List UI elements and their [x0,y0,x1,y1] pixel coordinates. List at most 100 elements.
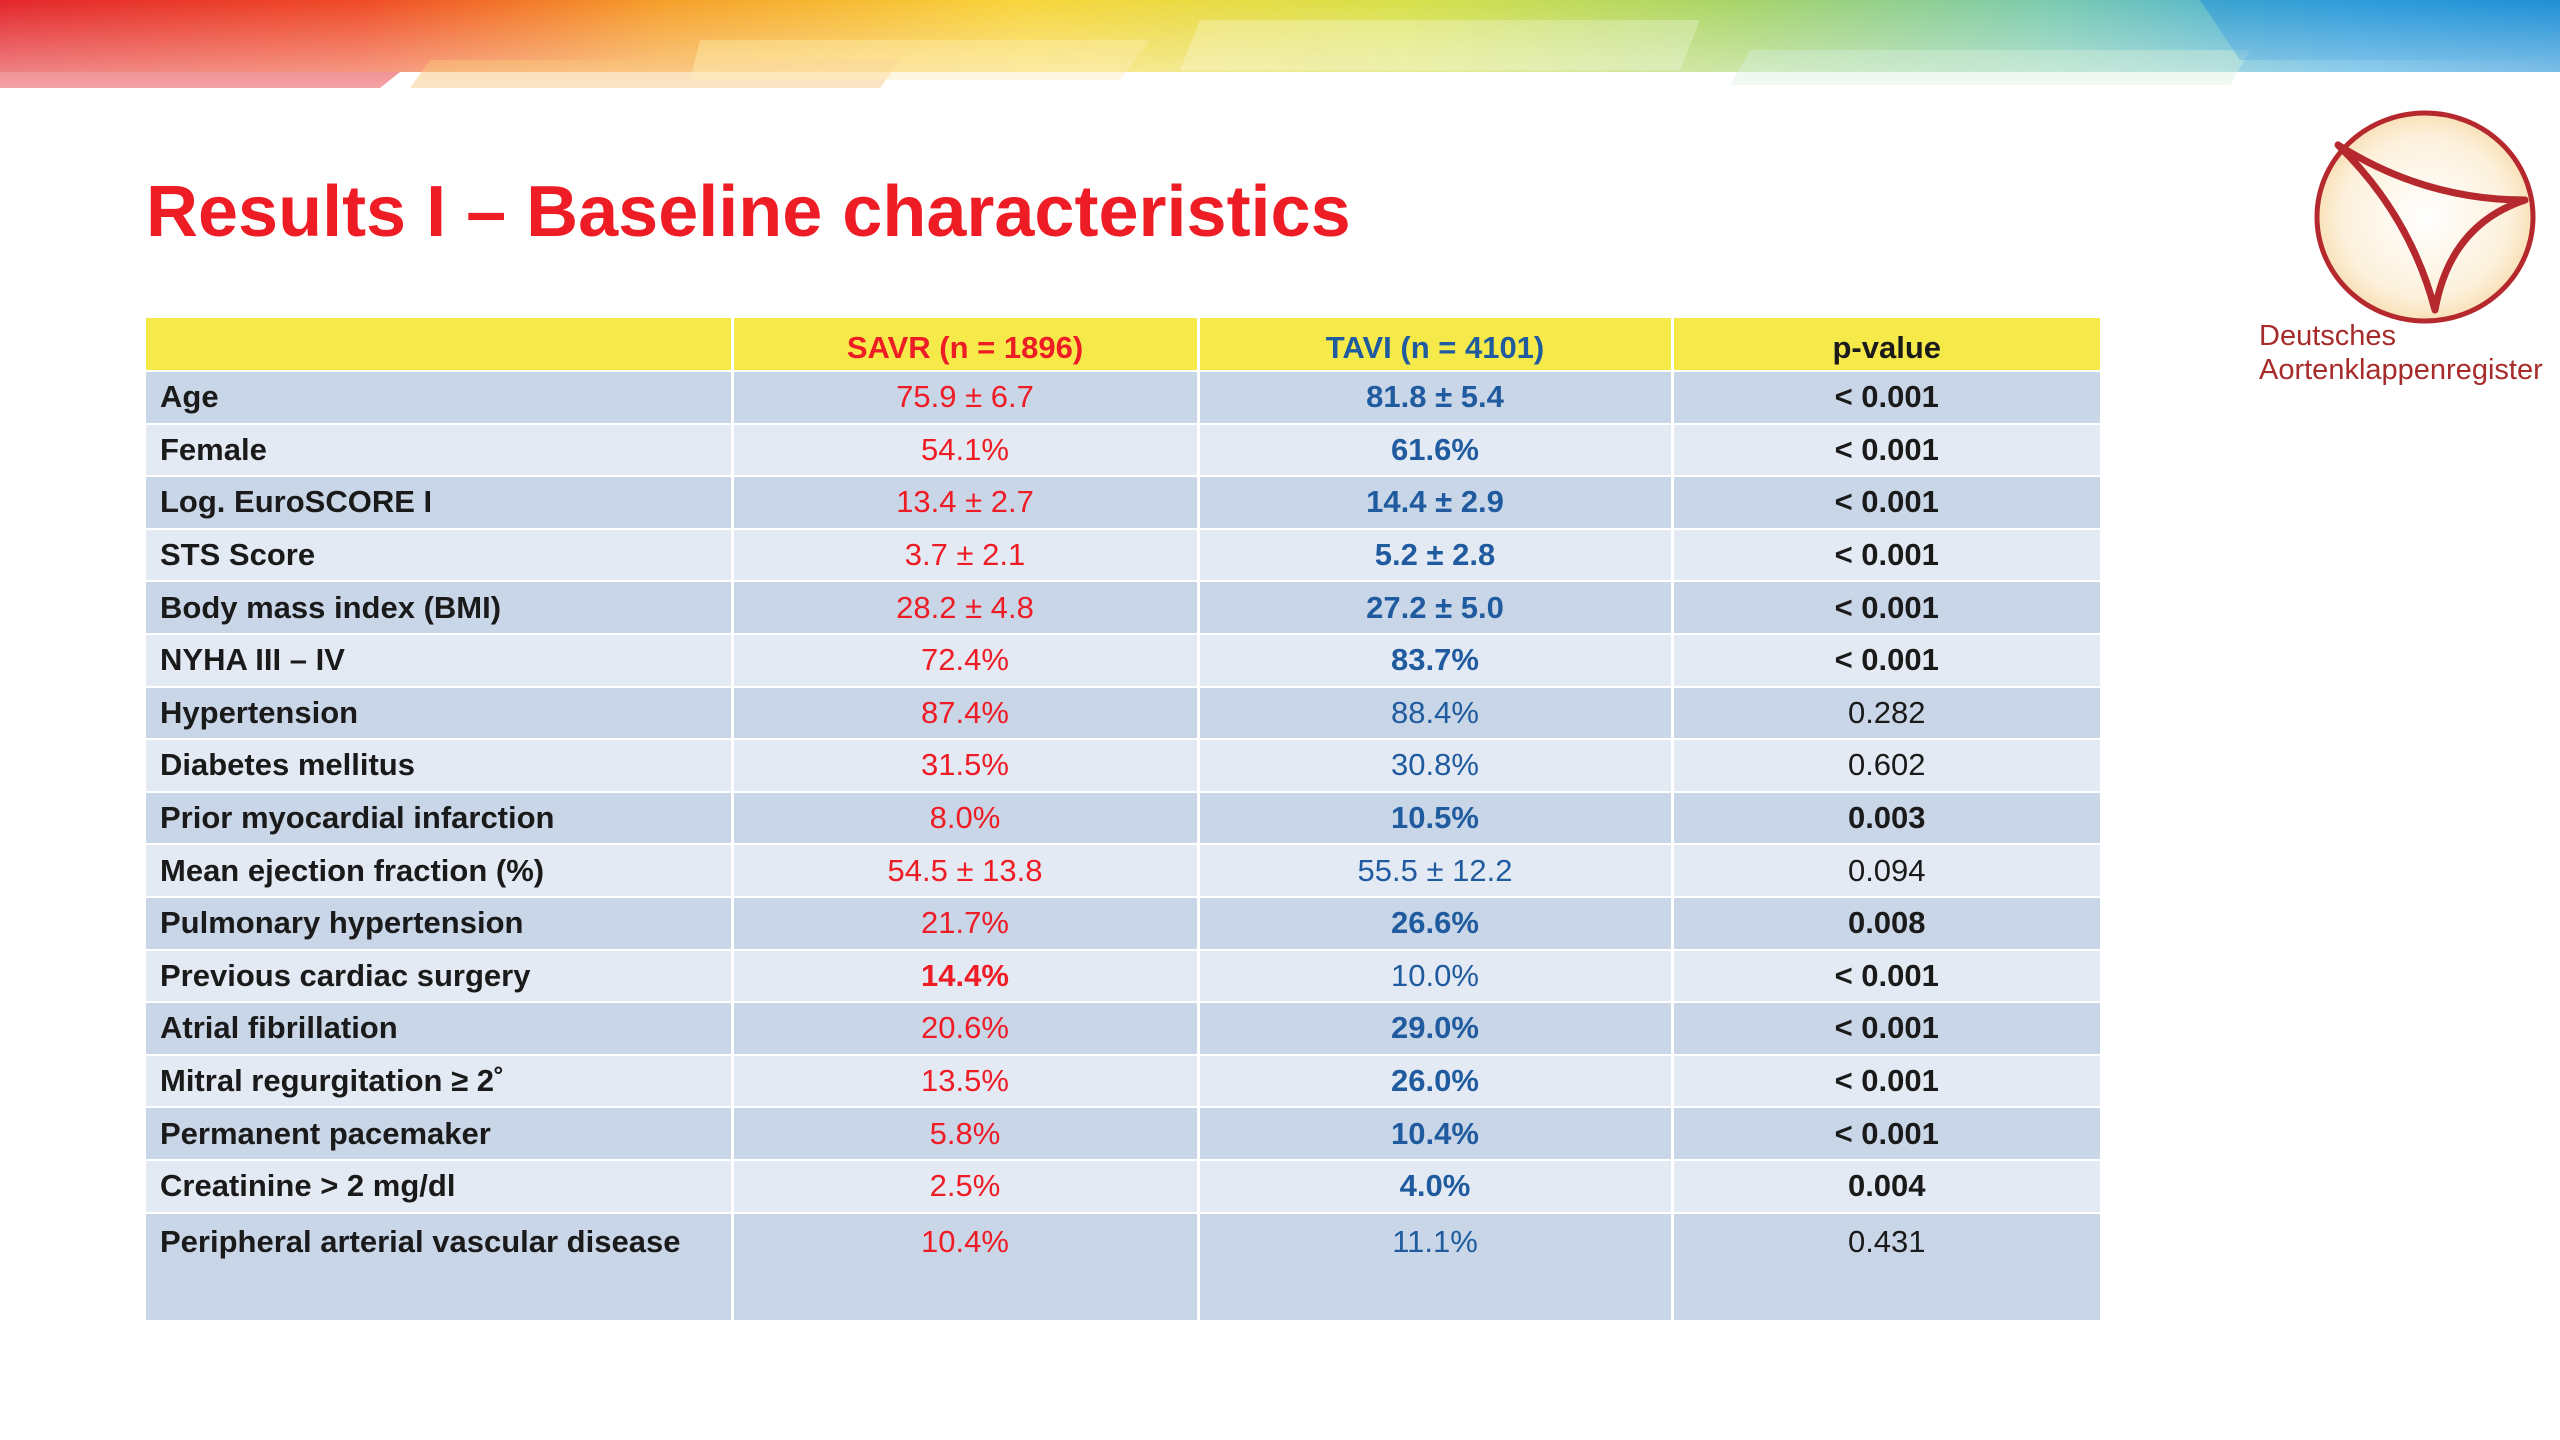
table-header-row: SAVR (n = 1896) TAVI (n = 4101) p-value [146,318,2100,372]
p-value: 0.008 [1672,896,2100,951]
tavi-value: 26.6% [1198,896,1674,951]
savr-value: 75.9 ± 6.7 [732,371,1200,425]
savr-value: 13.4 ± 2.7 [732,476,1200,530]
savr-value: 21.7% [732,896,1200,951]
header-tavi: TAVI (n = 4101) [1198,318,1674,372]
row-label: Pulmonary hypertension [146,896,734,951]
savr-value: 13.5% [732,1054,1200,1109]
table-row: Log. EuroSCORE I 13.4 ± 2.7 14.4 ± 2.9 <… [146,476,2100,530]
tavi-value: 5.2 ± 2.8 [1198,528,1674,583]
tavi-value: 10.5% [1198,791,1674,846]
row-label: Hypertension [146,686,734,741]
row-label: Log. EuroSCORE I [146,476,734,530]
p-value: < 0.001 [1672,423,2100,478]
baseline-characteristics-table: SAVR (n = 1896) TAVI (n = 4101) p-value … [146,318,2100,1320]
table-row: Pulmonary hypertension 21.7% 26.6% 0.008 [146,896,2100,951]
savr-value: 54.1% [732,423,1200,478]
row-label: Creatinine > 2 mg/dl [146,1159,734,1214]
tavi-value: 4.0% [1198,1159,1674,1214]
tavi-value: 26.0% [1198,1054,1674,1109]
savr-value: 20.6% [732,1002,1200,1056]
row-label: NYHA III – IV [146,633,734,688]
table-row: Body mass index (BMI) 28.2 ± 4.8 27.2 ± … [146,581,2100,635]
tavi-value: 88.4% [1198,686,1674,741]
tavi-value: 27.2 ± 5.0 [1198,581,1674,635]
savr-value: 14.4% [732,949,1200,1004]
table-row: Hypertension 87.4% 88.4% 0.282 [146,686,2100,741]
row-label: Age [146,371,734,425]
table-row: Female 54.1% 61.6% < 0.001 [146,423,2100,478]
banner-graphic [0,0,2560,95]
table-row: Diabetes mellitus 31.5% 30.8% 0.602 [146,739,2100,793]
tavi-value: 10.4% [1198,1107,1674,1161]
p-value: 0.004 [1672,1159,2100,1214]
tavi-value: 30.8% [1198,739,1674,793]
row-label: Permanent pacemaker [146,1107,734,1161]
aortic-valve-logo-icon [2314,110,2536,324]
p-value: < 0.001 [1672,371,2100,425]
savr-value: 2.5% [732,1159,1200,1214]
table-row: Previous cardiac surgery 14.4% 10.0% < 0… [146,949,2100,1004]
tavi-value: 11.1% [1198,1212,1674,1320]
header-p-value: p-value [1672,318,2100,372]
savr-value: 87.4% [732,686,1200,741]
p-value: 0.431 [1672,1212,2100,1320]
p-value: < 0.001 [1672,476,2100,530]
p-value: < 0.001 [1672,581,2100,635]
row-label: Atrial fibrillation [146,1002,734,1056]
savr-value: 28.2 ± 4.8 [732,581,1200,635]
table-row: NYHA III – IV 72.4% 83.7% < 0.001 [146,633,2100,688]
tavi-value: 10.0% [1198,949,1674,1004]
row-label: STS Score [146,528,734,583]
table-row: Age 75.9 ± 6.7 81.8 ± 5.4 < 0.001 [146,371,2100,425]
decorative-color-banner [0,0,2560,95]
p-value: < 0.001 [1672,528,2100,583]
tavi-value: 14.4 ± 2.9 [1198,476,1674,530]
table-row: Peripheral arterial vascular disease 10.… [146,1212,2100,1320]
savr-value: 54.5 ± 13.8 [732,844,1200,898]
header-label [146,318,734,372]
savr-value: 8.0% [732,791,1200,846]
registry-name-line2: Aortenklappenregister [2259,354,2543,386]
p-value: 0.602 [1672,739,2100,793]
savr-value: 3.7 ± 2.1 [732,528,1200,583]
table-row: Mitral regurgitation ≥ 2˚ 13.5% 26.0% < … [146,1054,2100,1109]
tavi-value: 83.7% [1198,633,1674,688]
p-value: 0.282 [1672,686,2100,741]
p-value: < 0.001 [1672,1002,2100,1056]
row-label: Mitral regurgitation ≥ 2˚ [146,1054,734,1109]
row-label: Female [146,423,734,478]
header-savr: SAVR (n = 1896) [732,318,1200,372]
registry-name: Deutsches Aortenklappenregister [2259,319,2543,387]
tavi-value: 61.6% [1198,423,1674,478]
baseline-table-container: SAVR (n = 1896) TAVI (n = 4101) p-value … [146,318,2100,1320]
savr-value: 72.4% [732,633,1200,688]
row-label: Body mass index (BMI) [146,581,734,635]
slide-title: Results I – Baseline characteristics [146,172,1351,252]
row-label: Mean ejection fraction (%) [146,844,734,898]
p-value: 0.003 [1672,791,2100,846]
p-value: < 0.001 [1672,633,2100,688]
table-row: Prior myocardial infarction 8.0% 10.5% 0… [146,791,2100,846]
p-value: < 0.001 [1672,1054,2100,1109]
tavi-value: 29.0% [1198,1002,1674,1056]
table-row: Creatinine > 2 mg/dl 2.5% 4.0% 0.004 [146,1159,2100,1214]
row-label: Peripheral arterial vascular disease [146,1212,734,1320]
row-label: Previous cardiac surgery [146,949,734,1004]
table-row: Mean ejection fraction (%) 54.5 ± 13.8 5… [146,844,2100,898]
registry-name-line1: Deutsches [2259,320,2397,352]
p-value: < 0.001 [1672,1107,2100,1161]
table-row: Permanent pacemaker 5.8% 10.4% < 0.001 [146,1107,2100,1161]
p-value: < 0.001 [1672,949,2100,1004]
table-row: STS Score 3.7 ± 2.1 5.2 ± 2.8 < 0.001 [146,528,2100,583]
tavi-value: 55.5 ± 12.2 [1198,844,1674,898]
row-label: Diabetes mellitus [146,739,734,793]
table-row: Atrial fibrillation 20.6% 29.0% < 0.001 [146,1002,2100,1056]
row-label: Prior myocardial infarction [146,791,734,846]
savr-value: 10.4% [732,1212,1200,1320]
registry-logo: Deutsches Aortenklappenregister [2255,105,2560,395]
tavi-value: 81.8 ± 5.4 [1198,371,1674,425]
p-value: 0.094 [1672,844,2100,898]
savr-value: 31.5% [732,739,1200,793]
